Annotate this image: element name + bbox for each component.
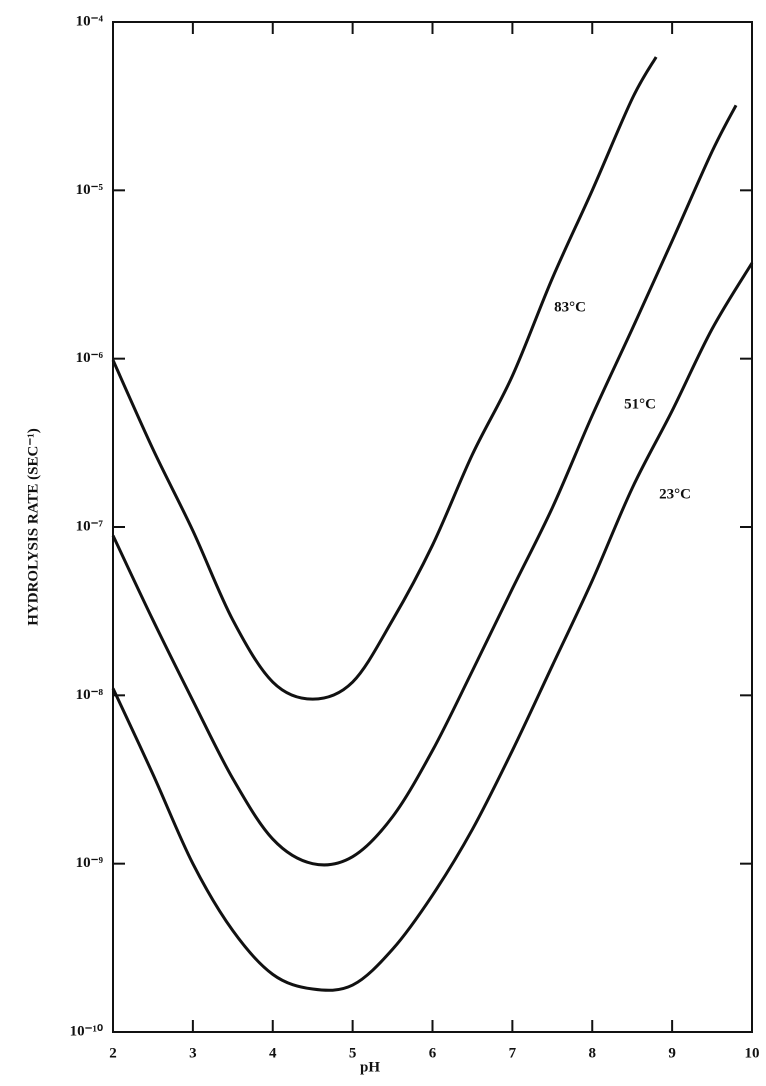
curve <box>113 57 656 699</box>
x-tick-label: 9 <box>668 1045 676 1061</box>
y-tick-label: 10⁻¹⁰ <box>70 1023 103 1039</box>
x-axis-label: pH <box>360 1059 380 1075</box>
x-tick-label: 7 <box>509 1045 517 1061</box>
x-tick-label: 4 <box>269 1045 277 1061</box>
x-tick-label: 8 <box>589 1045 597 1061</box>
x-tick-label: 6 <box>429 1045 437 1061</box>
x-tick-label: 5 <box>349 1045 357 1061</box>
x-tick-label: 10 <box>745 1045 760 1061</box>
plot-frame <box>113 22 752 1032</box>
chart: pH HYDROLYSIS RATE (SEC⁻¹) 2 3 4 5 6 7 8 9 10 10⁻… <box>0 0 766 1086</box>
series-label: 23°C <box>659 486 691 502</box>
y-tick-label: 10⁻⁴ <box>76 13 104 29</box>
x-tick-label: 2 <box>109 1045 117 1061</box>
y-tick-label: 10⁻⁶ <box>76 350 104 366</box>
y-tick-label: 10⁻⁷ <box>76 518 104 534</box>
curve <box>113 105 736 865</box>
series-label: 83°C <box>554 299 586 315</box>
x-tick-label: 3 <box>189 1045 197 1061</box>
y-axis-label: HYDROLYSIS RATE (SEC⁻¹) <box>25 428 41 625</box>
y-tick-label: 10⁻⁸ <box>76 687 104 703</box>
series-label: 51°C <box>624 396 656 412</box>
curve <box>113 263 752 990</box>
y-tick-label: 10⁻⁵ <box>76 182 104 198</box>
y-tick-label: 10⁻⁹ <box>76 855 104 871</box>
